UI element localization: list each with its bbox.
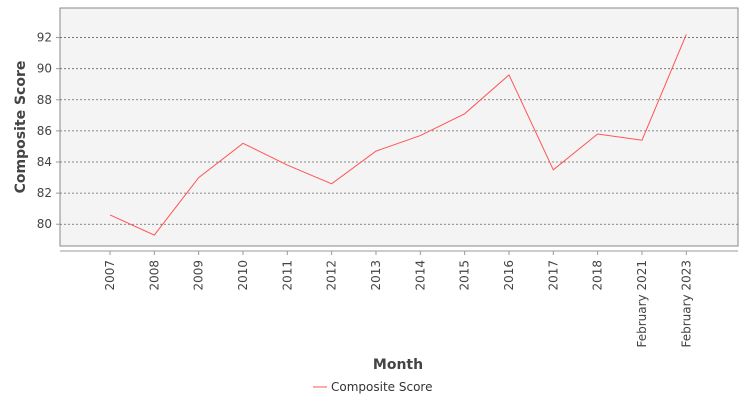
y-axis-title: Composite Score xyxy=(13,61,29,194)
x-tick-label: 2007 xyxy=(103,260,117,291)
legend-label: Composite Score xyxy=(331,380,432,394)
y-tick-label: 92 xyxy=(37,31,52,45)
y-tick-label: 90 xyxy=(37,62,52,76)
y-tick-label: 88 xyxy=(37,93,52,107)
y-tick-label: 84 xyxy=(37,155,52,169)
y-tick-label: 82 xyxy=(37,186,52,200)
x-tick-label: 2016 xyxy=(502,260,516,291)
x-tick-label: 2018 xyxy=(591,260,605,291)
x-tick-label: 2012 xyxy=(325,260,339,291)
legend: Composite Score xyxy=(313,380,432,394)
x-tick-label: 2009 xyxy=(192,260,206,291)
x-tick-label: 2017 xyxy=(546,260,560,291)
x-tick-label: 2010 xyxy=(236,260,250,291)
x-tick-label: 2008 xyxy=(147,260,161,291)
y-axis: 80 82 84 86 88 90 92 xyxy=(37,31,60,231)
x-tick-label: 2013 xyxy=(369,260,383,291)
x-tick-label: 2011 xyxy=(280,260,294,291)
x-tick-label: 2014 xyxy=(413,260,427,291)
x-tick-label: February 2021 xyxy=(635,260,649,348)
gridlines xyxy=(60,37,738,225)
y-tick-label: 80 xyxy=(37,217,52,231)
x-axis-ticks: 2007 2008 2009 2010 2011 2012 2013 2014 2015 2016… xyxy=(103,251,693,348)
series-line xyxy=(109,34,687,236)
series-composite-score xyxy=(109,34,687,236)
y-tick-label: 86 xyxy=(37,124,52,138)
x-tick-label: February 2023 xyxy=(679,260,693,348)
plot-area xyxy=(59,7,739,247)
x-axis-title: Month xyxy=(373,357,423,373)
x-tick-label: 2015 xyxy=(458,260,472,291)
